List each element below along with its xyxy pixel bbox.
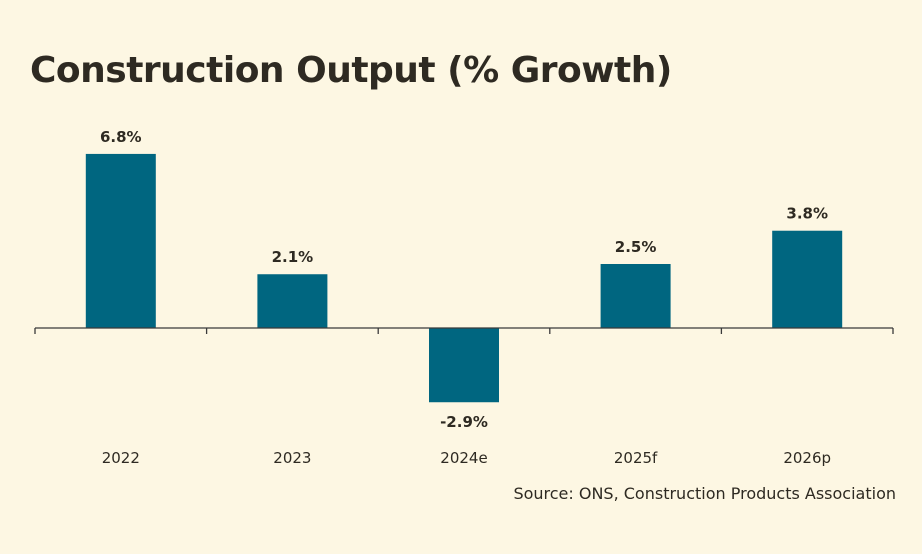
value-label-2024e: -2.9% [440, 413, 488, 431]
x-axis [34, 327, 894, 334]
chart-title: Construction Output (% Growth) [30, 50, 672, 91]
bar-2023 [257, 274, 328, 328]
x-tick-label-2023: 2023 [273, 449, 311, 467]
x-tick-label-2022: 2022 [102, 449, 140, 467]
value-label-2026p: 3.8% [786, 205, 828, 223]
bar-2025f [600, 264, 671, 328]
bar-2026p [772, 230, 843, 328]
source-note: Source: ONS, Construction Products Assoc… [513, 484, 896, 503]
bar-2024e [429, 328, 499, 403]
x-tick-label-2025f: 2025f [614, 449, 658, 467]
value-labels-group: 6.8% 2.1% -2.9% 2.5% 3.8% [100, 128, 828, 431]
value-label-2023: 2.1% [272, 248, 314, 266]
x-tick-label-2026p: 2026p [783, 449, 831, 467]
bars-group [85, 153, 843, 403]
value-label-2025f: 2.5% [615, 238, 657, 256]
x-tick-labels-group: 2022 2023 2024e 2025f 2026p [102, 449, 831, 467]
x-tick-label-2024e: 2024e [440, 449, 487, 467]
bar-2022 [85, 153, 156, 328]
value-label-2022: 6.8% [100, 128, 142, 146]
